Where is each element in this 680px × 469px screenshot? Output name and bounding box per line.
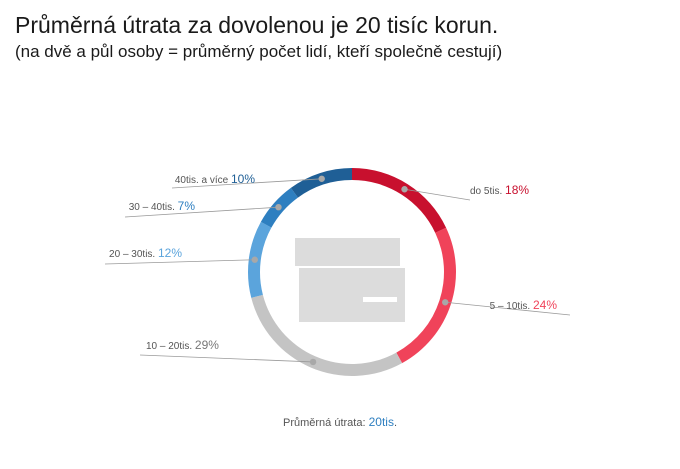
slice-10-20tis	[251, 294, 403, 376]
chart-subtitle: (na dvě a půl osoby = průměrný počet lid…	[15, 42, 503, 61]
average-spend-value: 20tis	[368, 415, 394, 429]
slice-marker	[442, 299, 449, 306]
slice-label-category: 5 – 10tis.	[490, 301, 533, 312]
slice-label: do 5tis. 18%	[470, 183, 529, 197]
slice-label: 40tis. a více 10%	[175, 172, 255, 186]
slice-label-value: 29%	[195, 338, 219, 352]
slice-labels: do 5tis. 18% 5 – 10tis. 24% 10 – 20tis. 29…	[104, 172, 571, 366]
leader-line	[445, 301, 571, 316]
slice-40tis-a-v-ce	[290, 168, 352, 198]
slice-label-category: 40tis. a více	[175, 175, 231, 186]
slice-marker	[401, 186, 408, 193]
leader-line	[171, 178, 322, 189]
slice-label-value: 12%	[158, 246, 182, 260]
slice-20-30tis	[248, 221, 272, 298]
leader-line	[139, 354, 314, 363]
slice-label-category: do 5tis.	[470, 186, 505, 197]
slice-label: 5 – 10tis. 24%	[490, 298, 558, 312]
slice-marker	[318, 175, 325, 182]
credit-card-icon	[295, 238, 405, 322]
slice-do-5tis	[352, 168, 447, 233]
average-spend-label: Průměrná útrata:	[282, 417, 366, 429]
slice-label-category: 30 – 40tis.	[129, 202, 178, 213]
slice-label-value: 18%	[505, 183, 529, 197]
leader-line	[104, 259, 255, 265]
average-spend-footer: Průměrná útrata: 20tis.	[0, 415, 680, 429]
slice-label-category: 10 – 20tis.	[146, 341, 195, 352]
leader-line	[404, 188, 471, 201]
slice-label-category: 20 – 30tis.	[109, 249, 158, 260]
slice-label-value: 24%	[533, 298, 557, 312]
slice-label-value: 7%	[178, 199, 196, 213]
average-spend-suffix: .	[393, 417, 398, 429]
slice-marker	[275, 203, 282, 211]
slice-label: 10 – 20tis. 29%	[146, 338, 219, 352]
slice-5-10tis	[396, 227, 456, 364]
slice-label: 20 – 30tis. 12%	[109, 246, 182, 260]
slice-label-value: 10%	[231, 172, 255, 186]
slice-label: 30 – 40tis. 7%	[129, 199, 196, 213]
donut-slices	[248, 168, 456, 376]
leader-line	[124, 206, 279, 218]
chart-title: Průměrná útrata za dovolenou je 20 tisíc…	[15, 12, 499, 38]
slice-marker	[251, 256, 258, 263]
slice-marker	[309, 358, 317, 366]
